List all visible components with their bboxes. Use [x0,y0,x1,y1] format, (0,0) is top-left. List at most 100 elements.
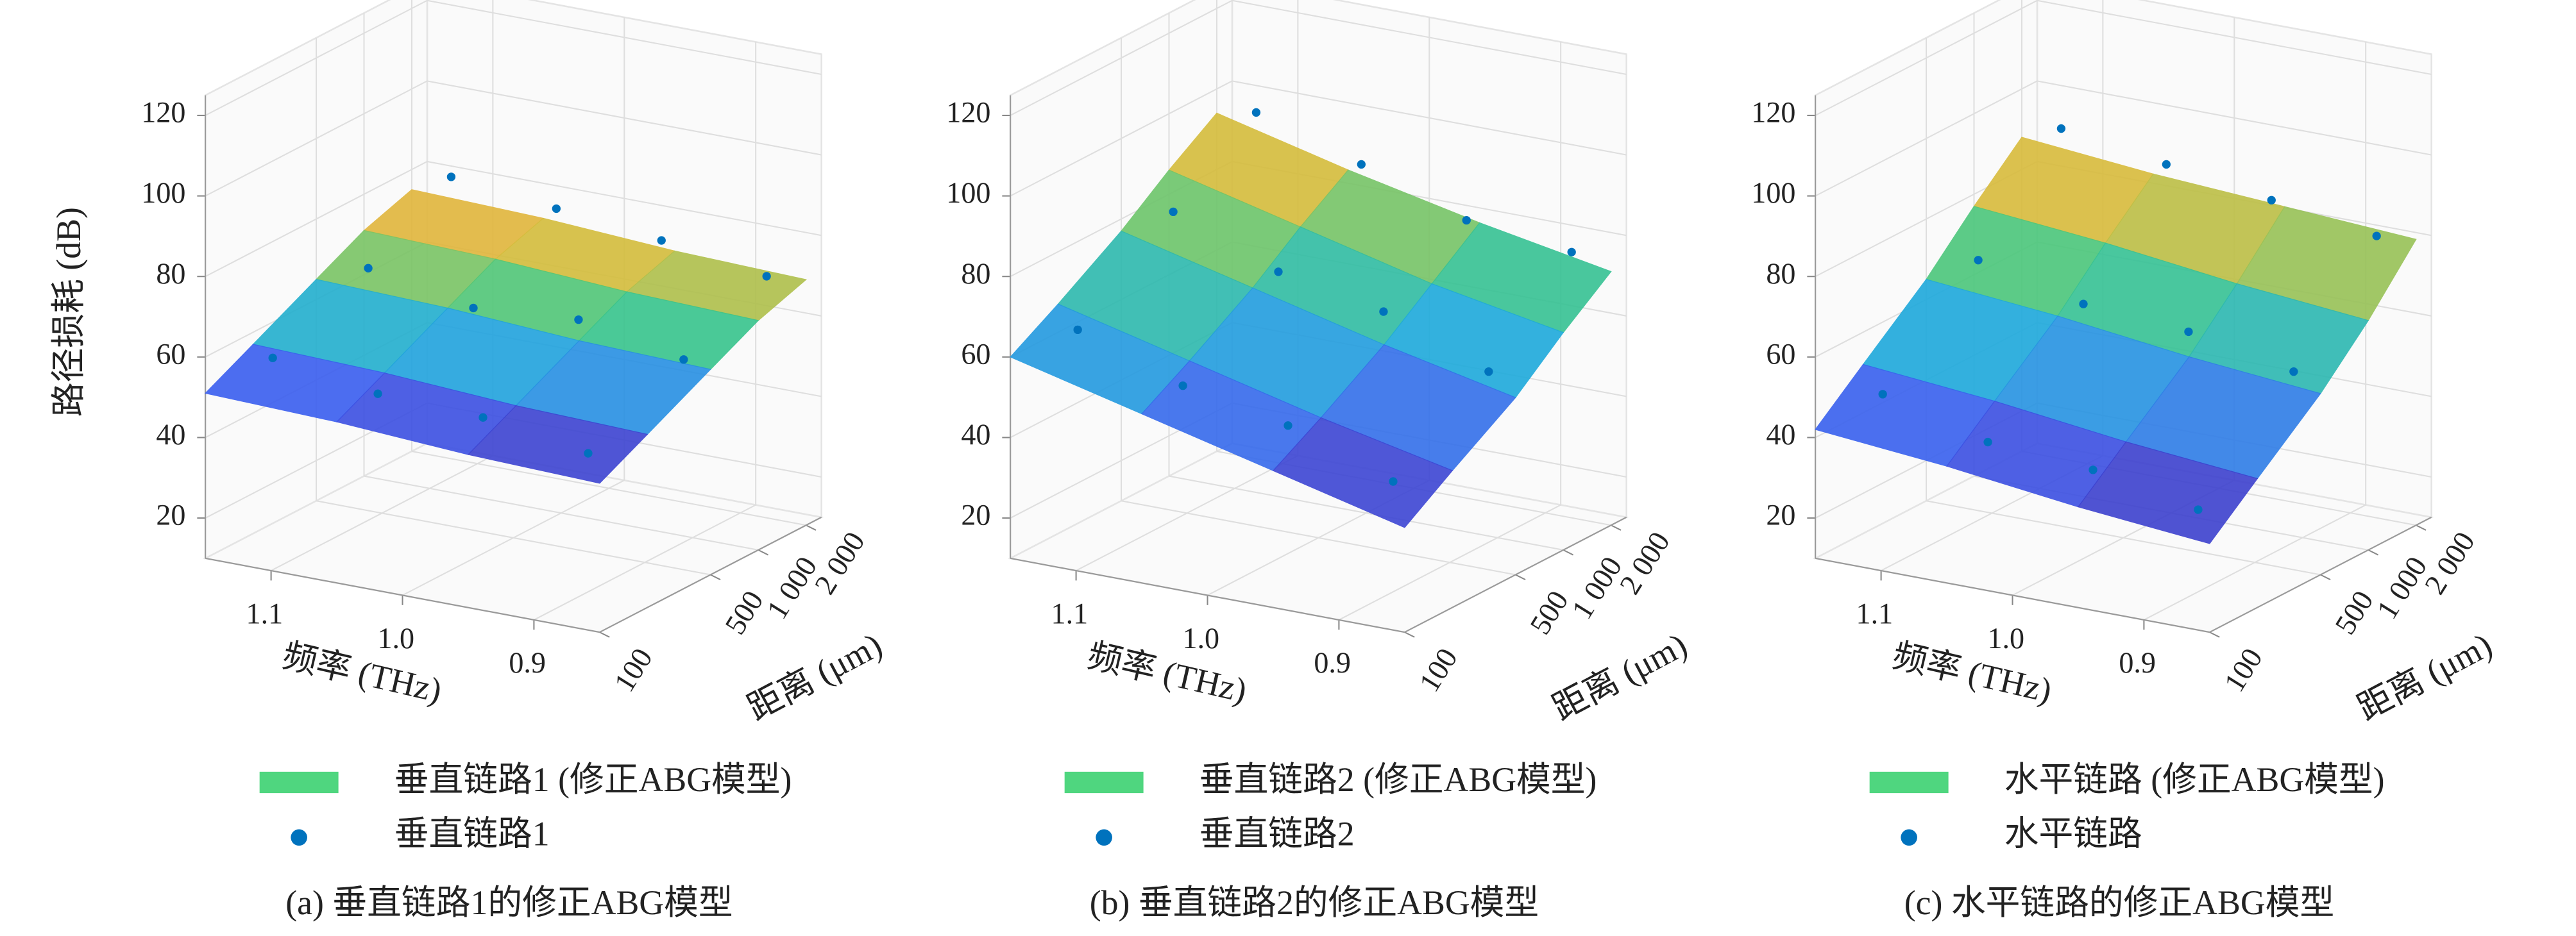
data-point [1284,421,1292,430]
legend-label: 垂直链路2 (修正ABG模型) [1199,760,1597,799]
z-tick-label: 80 [156,257,185,290]
data-point [762,272,771,281]
tick-mark [2320,574,2331,581]
tick-mark [1563,549,1574,556]
tick-mark [806,524,817,531]
data-point [1878,390,1887,399]
z-tick-label: 20 [961,499,990,531]
z-tick-label: 120 [946,96,990,129]
grid-line [316,500,711,576]
x-axis-label: 频率 (THz) [1889,636,2055,710]
data-point [446,172,456,181]
legend-label: 水平链路 [2004,815,2142,853]
data-point [1073,325,1082,335]
x-tick-label: 1.0 [1182,622,1219,655]
z-tick-label: 60 [156,337,185,370]
x-tick-label: 1.1 [1856,597,1894,630]
tick-mark [2368,549,2379,556]
data-point [1357,160,1366,169]
legend-swatch [259,771,339,794]
y-tick-label: 2 000 [1613,526,1676,600]
y-tick-label: 1 000 [2370,551,2433,624]
data-point [1169,207,1178,217]
z-tick-label: 120 [1751,96,1795,129]
data-point [1274,267,1283,276]
data-point [2372,231,2381,240]
z-tick-label: 100 [141,176,185,209]
data-point [268,353,277,363]
data-point [1389,477,1398,486]
x-axis-label: 频率 (THz) [1084,636,1250,710]
surface-cell [1272,417,1453,528]
data-point [469,303,478,313]
data-point [373,389,382,398]
data-point [1567,247,1576,256]
y-tick-label: 500 [718,585,770,640]
legend-label: 水平链路 (修正ABG模型) [2004,760,2385,799]
tick-mark [599,631,610,638]
data-point [2184,327,2193,337]
y-axis [599,516,822,633]
y-axis [2209,516,2432,633]
grid-line [1169,475,1564,551]
data-point [1484,367,1493,376]
y-axis-label: 距离 (μm) [2351,626,2498,728]
y-tick-label: 1 000 [1565,551,1628,624]
y-tick-label: 2 000 [2418,526,2481,600]
x-axis-label: 频率 (THz) [279,636,445,710]
legend-swatch [1869,771,1949,794]
tick-mark [2416,524,2427,531]
x-axis [1815,557,2210,633]
y-tick-label: 1 000 [760,551,823,624]
legend-marker [291,829,307,846]
data-point [2056,124,2066,133]
data-point [479,413,487,422]
tick-mark [2209,631,2220,638]
z-tick-label: 120 [141,96,185,129]
data-point [657,236,666,245]
y-axis-label: 距离 (μm) [741,626,888,728]
y-axis [1404,516,1627,633]
legend-marker [1901,829,1917,846]
tick-mark [710,574,721,581]
data-point [1178,381,1187,390]
legend-label: 垂直链路1 [394,815,550,853]
data-point [679,355,688,364]
data-point [552,204,561,213]
z-tick-label: 100 [1751,176,1795,209]
y-tick-label: 500 [2328,585,2380,640]
z-tick-label: 40 [1766,418,1795,451]
caption: (c) 水平链路的修正ABG模型 [1904,883,2335,922]
legend-swatch [1064,771,1144,794]
z-tick-label: 20 [1766,499,1795,531]
y-tick-label: 500 [1523,585,1575,640]
grid-line [411,451,806,526]
z-tick-label: 80 [961,257,990,290]
y-tick-label: 2 000 [808,526,871,600]
z-tick-label: 80 [1766,257,1795,290]
data-point [2079,299,2088,308]
legend-label: 垂直链路1 (修正ABG模型) [394,760,792,799]
x-axis [205,557,600,633]
x-tick-label: 1.0 [377,622,414,655]
data-point [574,315,583,324]
data-point [2289,367,2298,376]
x-axis [1010,557,1405,633]
caption: (a) 垂直链路1的修正ABG模型 [285,883,733,922]
grid-line [1926,500,2321,576]
tick-mark [1404,631,1415,638]
y-tick-label: 100 [2217,642,2269,698]
x-tick-label: 1.1 [246,597,284,630]
data-point [2089,465,2097,474]
z-tick-label: 60 [1766,337,1795,370]
caption: (b) 垂直链路2的修正ABG模型 [1090,883,1539,922]
x-tick-label: 0.9 [2119,646,2156,679]
z-tick-label: 40 [961,418,990,451]
data-point [2162,160,2171,169]
surface-cell [467,405,648,484]
